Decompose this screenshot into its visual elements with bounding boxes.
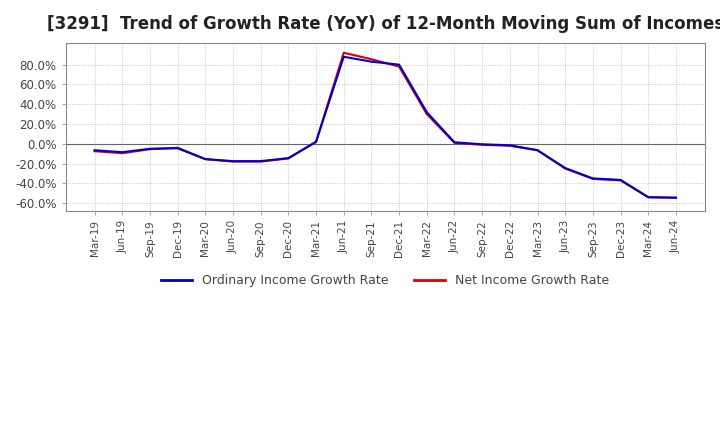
Legend: Ordinary Income Growth Rate, Net Income Growth Rate: Ordinary Income Growth Rate, Net Income … [156, 269, 614, 292]
Title: [3291]  Trend of Growth Rate (YoY) of 12-Month Moving Sum of Incomes: [3291] Trend of Growth Rate (YoY) of 12-… [47, 15, 720, 33]
